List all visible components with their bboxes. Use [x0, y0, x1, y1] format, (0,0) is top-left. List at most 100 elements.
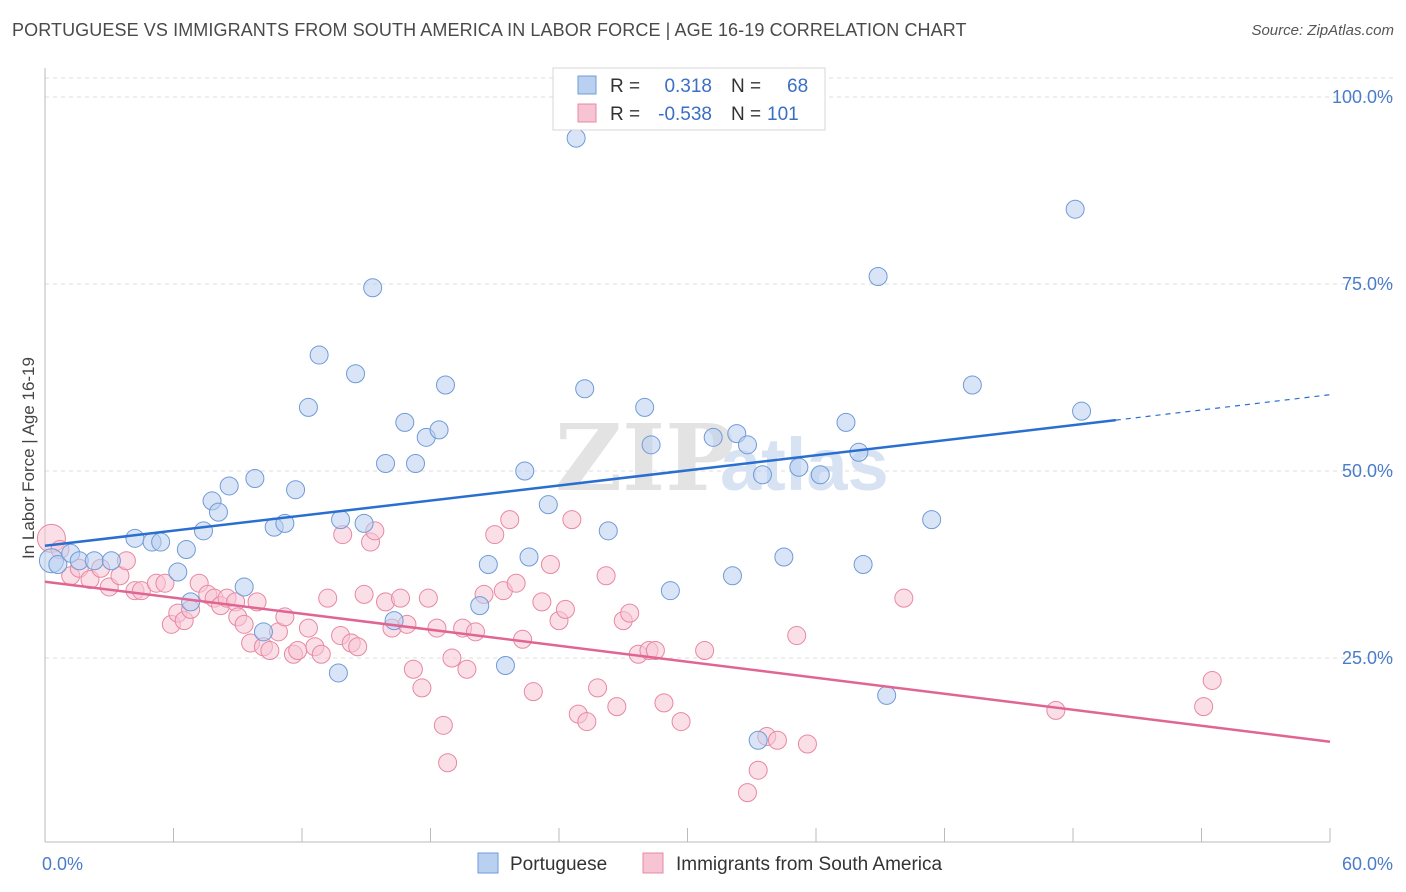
point-portuguese [48, 555, 68, 574]
legend-r-label-2: R = [610, 104, 640, 125]
tick-labels: 100.0% 75.0% 50.0% 25.0% 0.0% 60.0% [42, 87, 1393, 874]
point-immigrants [894, 588, 914, 608]
point-portuguese [495, 655, 515, 675]
point-immigrants [457, 659, 477, 679]
point-portuguese [208, 502, 228, 522]
point-portuguese [635, 397, 655, 417]
legend-n-label-2: N = [731, 104, 761, 125]
point-portuguese [922, 510, 942, 530]
source-label: Source: ZipAtlas.com [1251, 22, 1394, 39]
point-immigrants [523, 682, 543, 702]
point-portuguese [395, 412, 415, 432]
point-portuguese [789, 457, 809, 477]
point-immigrants [1194, 697, 1214, 717]
point-portuguese [354, 513, 374, 533]
y-tick-label-3: 25.0% [1342, 648, 1393, 668]
point-portuguese [519, 547, 539, 567]
point-immigrants [412, 678, 432, 698]
bottom-legend-swatch-portuguese [477, 852, 499, 874]
legend-r-value-2: -0.538 [658, 104, 712, 125]
bottom-legend: Portuguese Immigrants from South America [477, 852, 943, 875]
point-portuguese [1072, 401, 1092, 421]
watermark-zip: ZIP [555, 404, 734, 512]
bottom-legend-label-portuguese: Portuguese [510, 854, 607, 875]
y-axis-label: In Labor Force | Age 16-19 [19, 357, 38, 559]
point-immigrants [695, 641, 715, 661]
point-immigrants [555, 599, 575, 619]
point-portuguese [376, 454, 396, 474]
point-immigrants [654, 693, 674, 713]
point-portuguese [849, 442, 869, 462]
bottom-legend-swatch-immigrants [642, 852, 664, 874]
point-portuguese [538, 495, 558, 515]
point-portuguese [962, 375, 982, 395]
point-portuguese [219, 476, 239, 496]
point-immigrants [607, 697, 627, 717]
x-tick-label-0: 0.0% [42, 854, 83, 874]
point-portuguese [566, 128, 586, 148]
point-portuguese [406, 454, 426, 474]
point-immigrants [588, 678, 608, 698]
point-immigrants [1046, 700, 1066, 720]
point-portuguese [703, 427, 723, 447]
point-portuguese [641, 435, 661, 455]
point-portuguese [1065, 199, 1085, 219]
point-portuguese [328, 663, 348, 683]
point-portuguese [101, 551, 121, 571]
point-immigrants [433, 715, 453, 735]
point-immigrants [1202, 670, 1222, 690]
point-portuguese [722, 566, 742, 586]
point-portuguese [877, 685, 897, 705]
gridlines [45, 77, 1393, 659]
point-immigrants [442, 648, 462, 668]
x-tick-label-1: 60.0% [1342, 854, 1393, 874]
point-portuguese [253, 622, 273, 642]
point-immigrants [562, 510, 582, 530]
point-immigrants [260, 641, 280, 661]
point-portuguese [176, 540, 196, 560]
point-portuguese [853, 555, 873, 574]
point-immigrants [348, 637, 368, 657]
point-immigrants [391, 588, 411, 608]
point-portuguese [598, 521, 618, 541]
axes [44, 68, 1331, 843]
point-portuguese [84, 551, 104, 571]
point-portuguese [660, 581, 680, 601]
point-immigrants [418, 588, 438, 608]
point-portuguese [331, 510, 351, 530]
point-portuguese [181, 592, 201, 612]
bottom-legend-label-immigrants: Immigrants from South America [676, 854, 943, 875]
point-immigrants [438, 753, 458, 773]
point-immigrants [540, 555, 560, 574]
chart-title: PORTUGUESE VS IMMIGRANTS FROM SOUTH AMER… [12, 20, 967, 40]
point-immigrants [748, 760, 768, 780]
point-portuguese [836, 412, 856, 432]
legend-box: R = 0.318 N = 68 R = -0.538 N = 101 [552, 67, 826, 131]
point-portuguese [737, 435, 757, 455]
trend-line-immigrants [44, 580, 1331, 744]
point-portuguese [363, 278, 383, 298]
point-immigrants [737, 783, 757, 803]
point-portuguese [470, 596, 490, 616]
point-portuguese [478, 555, 498, 574]
legend-n-value-2: 101 [767, 104, 799, 125]
point-immigrants [500, 510, 520, 530]
trend-line-portuguese [44, 418, 1116, 548]
point-portuguese [234, 577, 254, 597]
legend-swatch-portuguese [577, 75, 597, 95]
legend-n-label-1: N = [731, 76, 761, 97]
point-immigrants [620, 603, 640, 623]
legend-r-value-1: 0.318 [664, 76, 712, 97]
point-immigrants [532, 592, 552, 612]
point-immigrants [787, 626, 807, 646]
point-immigrants [288, 641, 308, 661]
legend-swatch-immigrants [577, 103, 597, 123]
point-immigrants [485, 525, 505, 545]
point-portuguese [435, 375, 455, 395]
point-portuguese [168, 562, 188, 582]
point-immigrants [298, 618, 318, 638]
point-immigrants [311, 644, 331, 664]
point-immigrants [577, 712, 597, 732]
point-immigrants [767, 730, 787, 750]
